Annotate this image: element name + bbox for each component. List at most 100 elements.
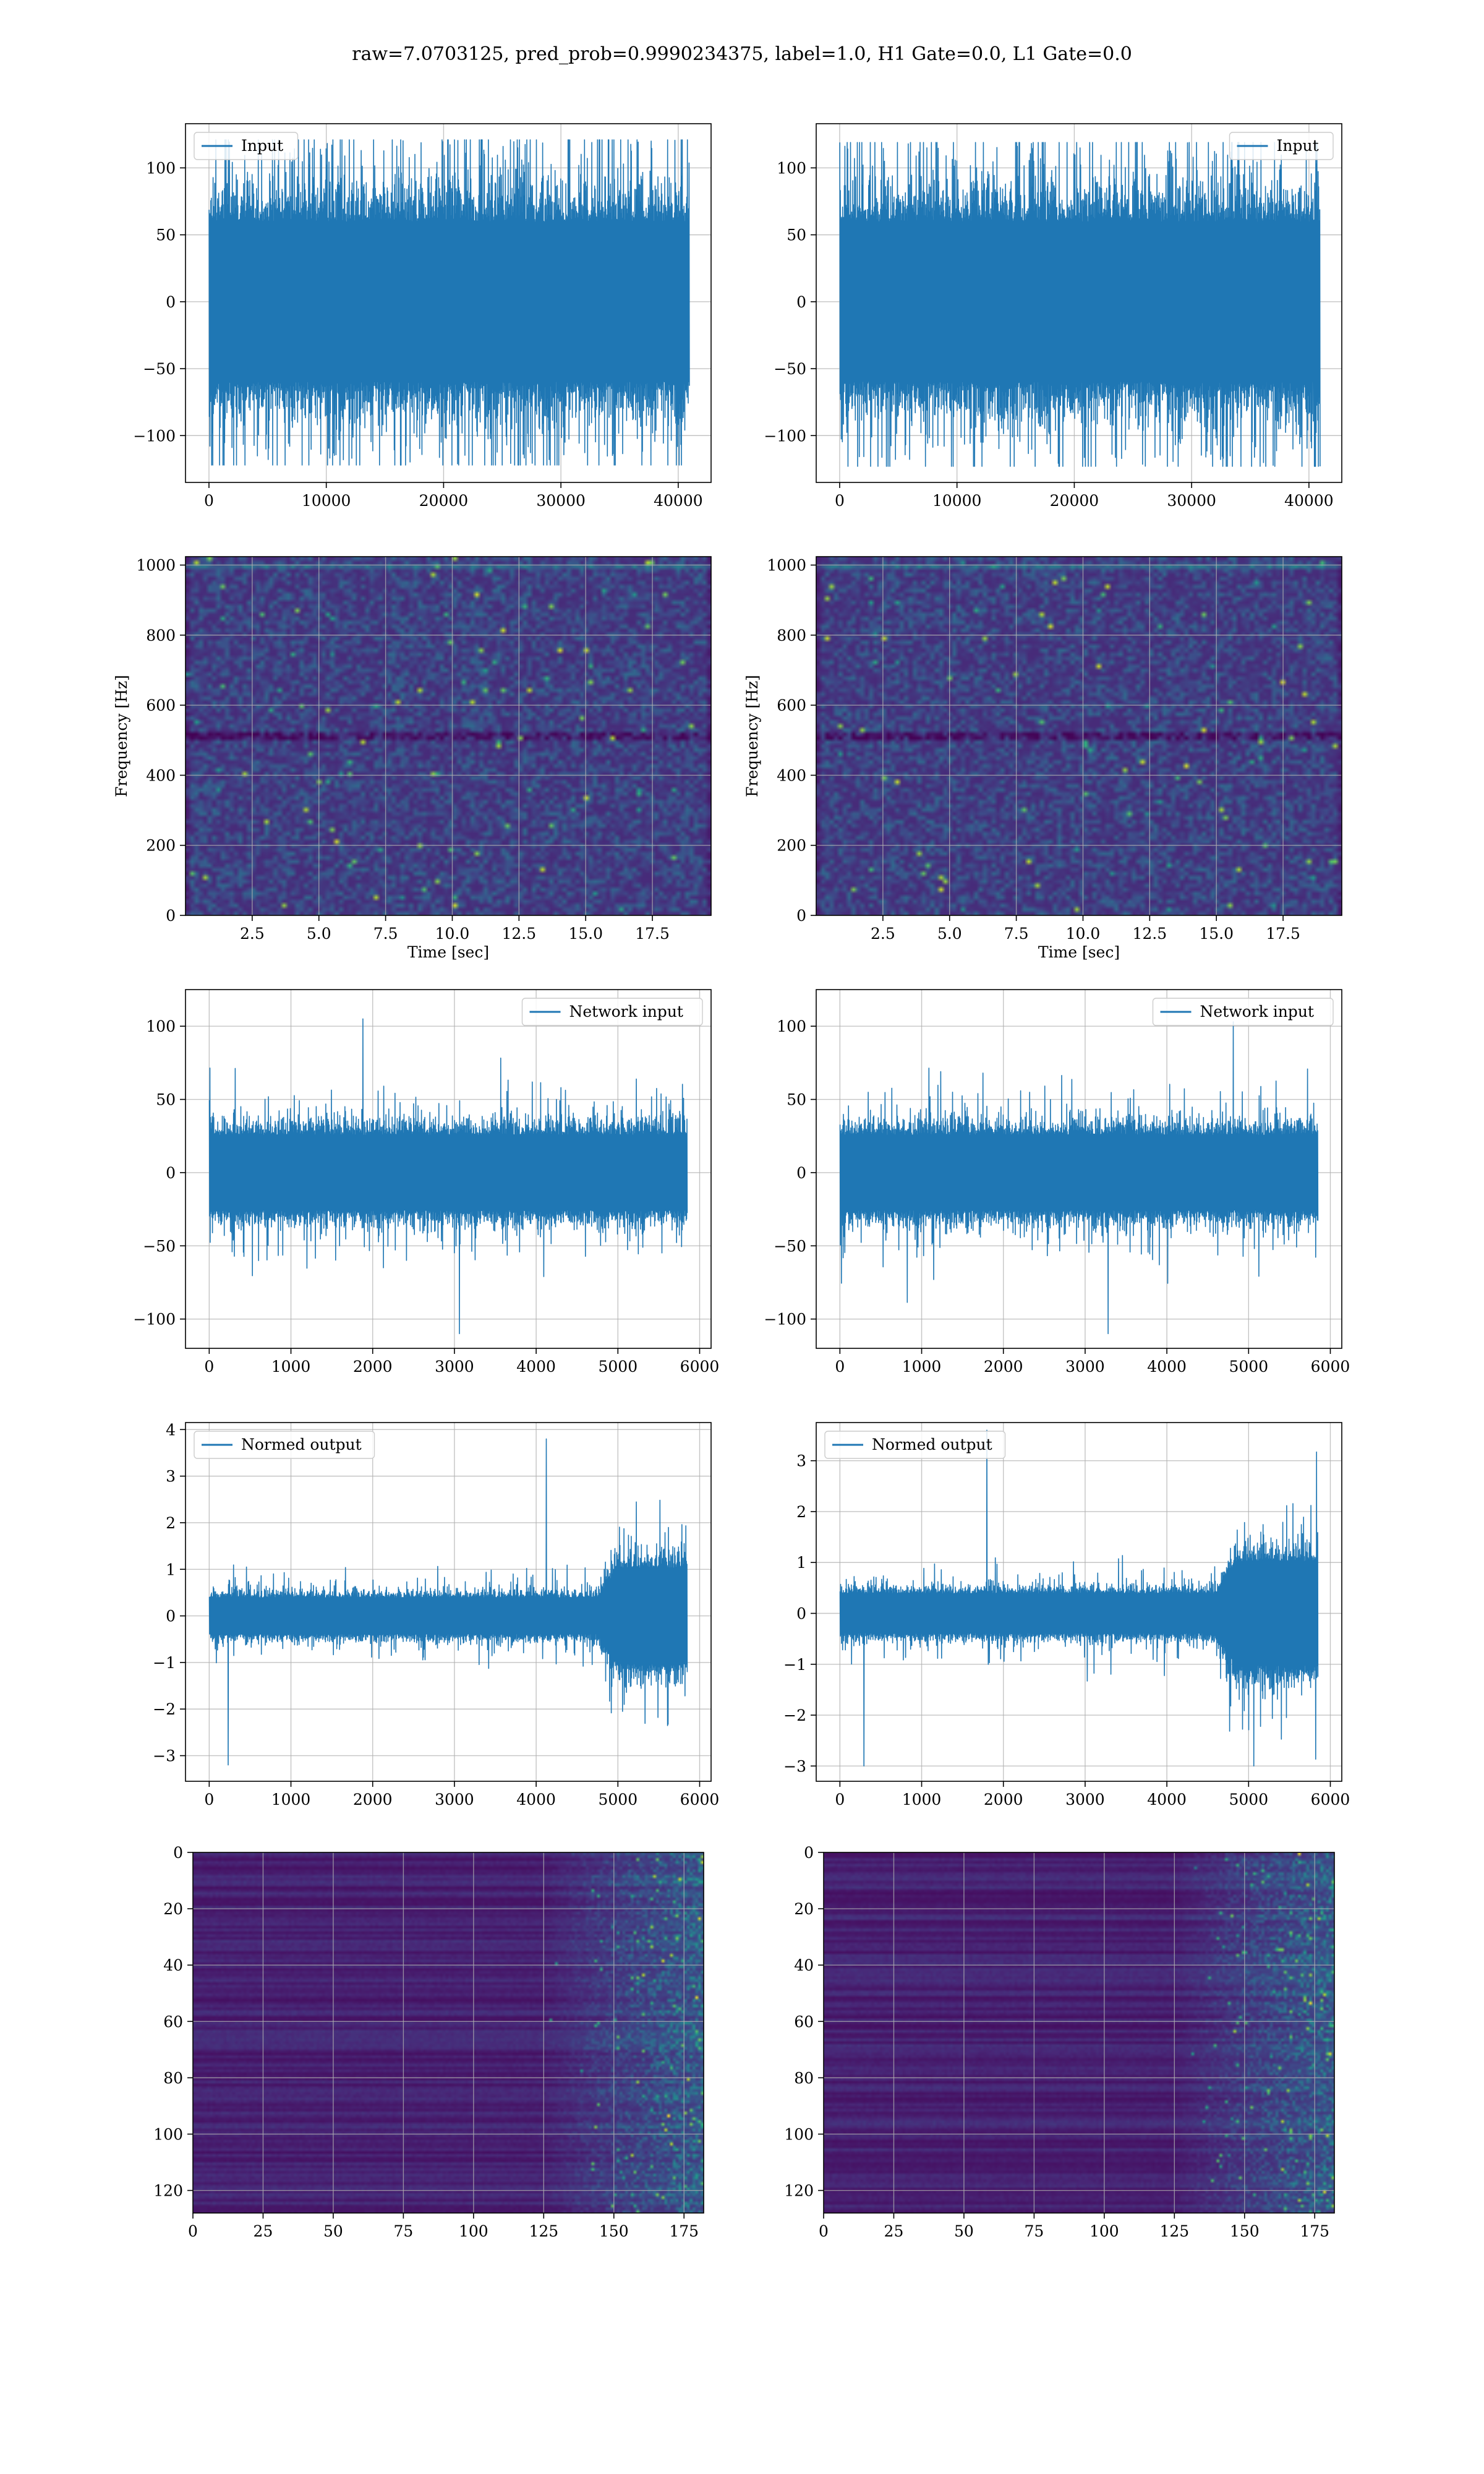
y-tick-label: 0 <box>796 293 806 311</box>
x-tick-label: 7.5 <box>373 925 398 943</box>
y-tick-label: 0 <box>173 1844 183 1862</box>
y-tick-label: 1 <box>166 1560 176 1578</box>
y-tick-label: −1 <box>783 1656 806 1674</box>
x-tick-label: 6000 <box>680 1791 720 1808</box>
x-tick-label: 3000 <box>435 1791 474 1808</box>
y-tick-label: 400 <box>146 766 176 784</box>
x-tick-label: 6000 <box>1311 1358 1350 1376</box>
x-tick-label: 20000 <box>1050 492 1099 510</box>
y-tick-label: 50 <box>156 1091 176 1109</box>
y-tick-label: 100 <box>146 1017 176 1035</box>
y-tick-label: −50 <box>143 360 176 378</box>
y-tick-label: 4 <box>166 1421 176 1439</box>
y-tick-label: 3 <box>166 1468 176 1486</box>
x-tick-label: 20000 <box>419 492 469 510</box>
axes-frame <box>185 123 712 483</box>
x-tick-label: 100 <box>1090 2222 1119 2240</box>
y-tick-label: 120 <box>784 2182 814 2200</box>
y-tick-label: 2 <box>796 1503 806 1521</box>
series-line <box>839 1429 1319 1767</box>
legend-label: Normed output <box>872 1436 992 1453</box>
y-tick-label: −100 <box>133 427 176 445</box>
x-tick-label: 3000 <box>1065 1358 1105 1376</box>
y-tick-label: 400 <box>777 766 806 784</box>
y-tick-label: −50 <box>143 1237 176 1255</box>
x-tick-label: 6000 <box>680 1358 720 1376</box>
legend: Normed output <box>824 1431 1006 1459</box>
axes-frame <box>192 1852 704 2214</box>
x-tick-label: 1000 <box>271 1358 311 1376</box>
x-tick-label: 1000 <box>271 1791 311 1808</box>
y-tick-label: 80 <box>794 2069 814 2087</box>
y-tick-label: 100 <box>146 159 176 177</box>
x-tick-label: 175 <box>669 2222 699 2240</box>
legend: Network input <box>1152 998 1334 1026</box>
x-tick-label: 40000 <box>654 492 703 510</box>
axes-r4-right: 0 1000 2000 3000 4000 5000 6000 −3 −2 −1 0 1 2 3 Norme… <box>783 1422 1350 1808</box>
x-tick-label: 2.5 <box>240 925 265 943</box>
x-tick-label: 1000 <box>902 1358 942 1376</box>
x-tick-label: 100 <box>459 2222 488 2240</box>
y-tick-label: 1000 <box>767 557 806 575</box>
x-tick-label: 30000 <box>536 492 586 510</box>
axes-r3-left: 0 1000 2000 3000 4000 5000 6000 −100 −50 0 50 100 Ne… <box>133 989 720 1376</box>
axes-r4-left: 0 1000 2000 3000 4000 5000 6000 −3 −2 −1 0 1 2 3 4 Norm… <box>153 1421 719 1808</box>
legend-label: Input <box>241 137 283 155</box>
feature-map-image <box>824 1852 1334 2213</box>
legend: Normed output <box>194 1431 375 1459</box>
x-tick-label: 5000 <box>1229 1358 1268 1376</box>
y-tick-label: 100 <box>777 1017 806 1035</box>
x-tick-label: 10000 <box>932 492 982 510</box>
x-axis-label: Time [sec] <box>407 943 489 961</box>
x-tick-label: 15.0 <box>568 925 603 943</box>
x-axis-label: Time [sec] <box>1038 943 1120 961</box>
x-tick-label: 17.5 <box>1266 925 1300 943</box>
legend-label: Network input <box>569 1003 683 1021</box>
legend-box <box>194 1431 375 1459</box>
x-tick-label: 6000 <box>1311 1791 1350 1808</box>
x-tick-label: 5000 <box>598 1358 638 1376</box>
y-tick-label: 50 <box>156 226 176 244</box>
y-tick-label: 0 <box>796 1164 806 1182</box>
y-tick-label: −100 <box>764 1311 806 1329</box>
axes-r2-right: 2.5 5.0 7.5 10.0 12.5 15.0 17.5 0 200 400 600 800 10… <box>743 556 1342 961</box>
x-tick-label: 5.0 <box>937 925 962 943</box>
y-tick-label: 0 <box>796 1605 806 1623</box>
x-tick-label: 75 <box>1024 2222 1044 2240</box>
x-tick-label: 4000 <box>516 1358 556 1376</box>
feature-map-image <box>193 1852 704 2213</box>
x-tick-label: 0 <box>835 1791 845 1808</box>
y-tick-label: −3 <box>783 1757 806 1775</box>
y-tick-label: 0 <box>166 907 176 925</box>
legend-box <box>1152 998 1334 1026</box>
axes-frame <box>816 989 1342 1349</box>
axes-r5-right: 0 25 50 75 100 125 150 175 0 20 40 60 80 100 120 <box>784 1844 1335 2240</box>
x-tick-label: 7.5 <box>1004 925 1029 943</box>
x-tick-label: 175 <box>1300 2222 1329 2240</box>
x-tick-label: 0 <box>835 1358 845 1376</box>
x-tick-label: 150 <box>1230 2222 1260 2240</box>
legend-box <box>521 998 703 1026</box>
legend: Input <box>194 132 299 160</box>
x-tick-label: 12.5 <box>1133 925 1167 943</box>
y-tick-label: 200 <box>777 837 806 855</box>
x-tick-label: 2000 <box>353 1791 393 1808</box>
y-tick-label: 600 <box>777 696 806 714</box>
axes-frame <box>185 1422 712 1782</box>
y-tick-label: −2 <box>783 1706 806 1724</box>
x-tick-label: 2000 <box>984 1358 1023 1376</box>
y-tick-label: 2 <box>166 1514 176 1532</box>
x-tick-label: 2000 <box>353 1358 393 1376</box>
x-tick-label: 3000 <box>435 1358 474 1376</box>
y-tick-label: 3 <box>796 1452 806 1470</box>
y-tick-label: 0 <box>166 293 176 311</box>
x-tick-label: 25 <box>254 2222 273 2240</box>
axes-r2-left: 2.5 5.0 7.5 10.0 12.5 15.0 17.5 0 200 400 600 800 10… <box>113 556 712 961</box>
axes-r1-right: 0 10000 20000 30000 40000 −100 −50 0 50 100 Input <box>764 123 1342 510</box>
legend-box <box>824 1431 1006 1459</box>
legend-label: Input <box>1277 137 1319 155</box>
y-tick-label: 50 <box>787 226 806 244</box>
x-tick-label: 15.0 <box>1199 925 1234 943</box>
x-tick-label: 0 <box>188 2222 198 2240</box>
